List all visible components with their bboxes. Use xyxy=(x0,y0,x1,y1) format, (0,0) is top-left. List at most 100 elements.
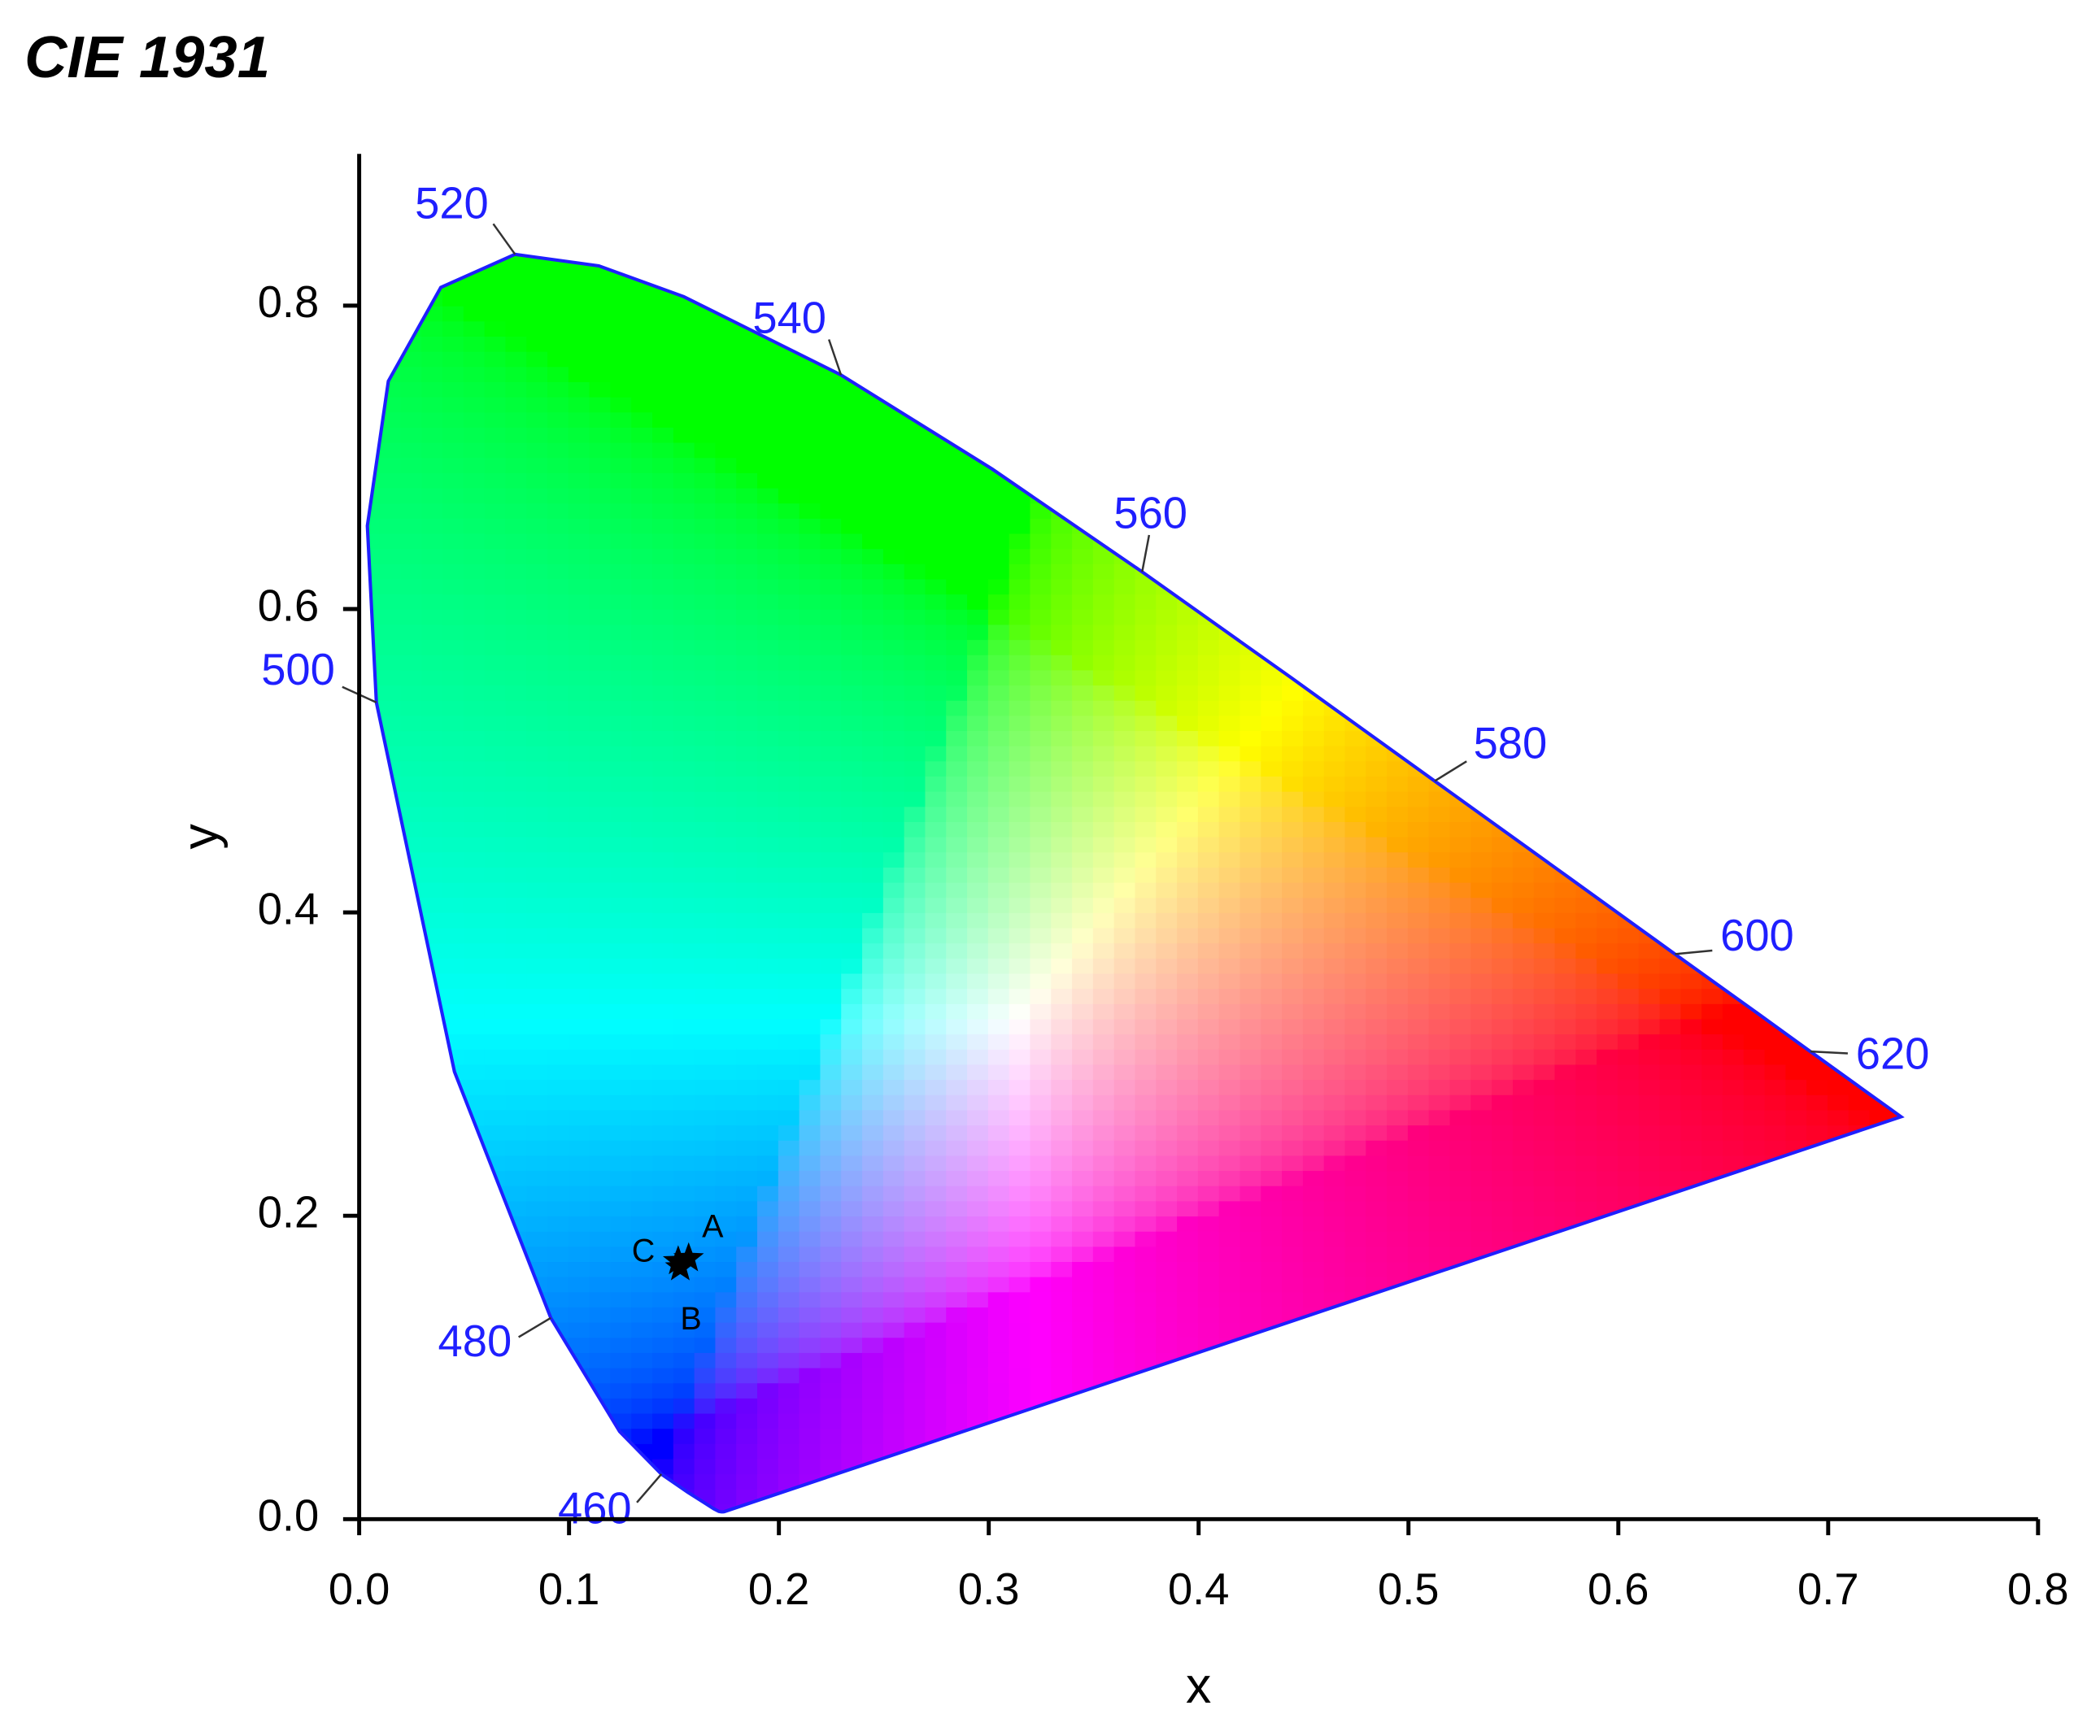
gamut-cell xyxy=(652,699,675,716)
gamut-cell xyxy=(820,1366,843,1384)
gamut-cell xyxy=(442,729,465,746)
gamut-cell xyxy=(1344,577,1367,595)
gamut-cell xyxy=(820,668,843,686)
gamut-cell xyxy=(1512,1245,1536,1263)
gamut-cell xyxy=(1197,1351,1221,1368)
gamut-cell xyxy=(1092,820,1116,838)
gamut-cell xyxy=(526,1366,549,1384)
gamut-cell xyxy=(1492,1276,1514,1293)
gamut-cell xyxy=(987,1381,1011,1399)
gamut-cell xyxy=(820,259,843,276)
gamut-cell xyxy=(1387,1457,1409,1475)
gamut-cell xyxy=(1407,1427,1431,1444)
gamut-cell xyxy=(882,1488,906,1505)
gamut-cell xyxy=(841,335,864,352)
gamut-cell xyxy=(379,486,403,504)
gamut-cell xyxy=(379,851,403,868)
gamut-cell xyxy=(820,1199,843,1217)
gamut-cell xyxy=(882,1124,906,1141)
gamut-cell xyxy=(841,820,864,838)
gamut-cell xyxy=(1449,851,1472,868)
gamut-cell xyxy=(1533,1320,1557,1338)
gamut-cell xyxy=(1135,835,1157,853)
gamut-cell xyxy=(652,851,675,868)
gamut-cell xyxy=(1009,1366,1032,1384)
gamut-cell xyxy=(1387,1094,1409,1111)
gamut-cell xyxy=(1533,896,1557,913)
gamut-cell xyxy=(820,381,843,398)
gamut-cell xyxy=(1282,254,1305,261)
gamut-cell xyxy=(1135,1473,1157,1490)
gamut-cell xyxy=(1135,1336,1157,1353)
gamut-cell xyxy=(1240,775,1262,792)
gamut-cell xyxy=(652,1427,675,1444)
gamut-cell xyxy=(1366,1366,1388,1384)
gamut-cell xyxy=(925,1320,948,1338)
gamut-cell xyxy=(1156,1306,1179,1323)
gamut-cell xyxy=(1575,1276,1598,1293)
gamut-cell xyxy=(967,805,990,822)
gamut-cell xyxy=(1177,942,1200,959)
gamut-cell xyxy=(1512,820,1536,838)
gamut-cell xyxy=(1512,1366,1536,1384)
gamut-cell xyxy=(987,1017,1011,1035)
gamut-cell xyxy=(1282,1442,1305,1460)
gamut-cell xyxy=(778,729,801,746)
gamut-cell xyxy=(967,486,990,504)
gamut-cell xyxy=(925,1412,948,1429)
gamut-cell xyxy=(736,1245,759,1263)
gamut-cell xyxy=(715,1245,738,1263)
gamut-cell xyxy=(1135,790,1157,807)
gamut-cell xyxy=(673,790,696,807)
gamut-cell xyxy=(631,289,654,307)
gamut-cell xyxy=(589,1306,612,1323)
gamut-cell xyxy=(1030,638,1052,655)
gamut-cell xyxy=(1135,668,1157,686)
gamut-cell xyxy=(505,1124,528,1141)
gamut-cell xyxy=(967,1185,990,1202)
gamut-cell xyxy=(1092,1245,1116,1263)
gamut-cell xyxy=(1261,1063,1283,1081)
gamut-cell xyxy=(526,1336,549,1353)
gamut-cell xyxy=(463,866,486,883)
gamut-cell xyxy=(1197,1063,1221,1081)
gamut-cell xyxy=(862,1366,885,1384)
gamut-cell xyxy=(925,654,948,671)
gamut-cell xyxy=(1197,1048,1221,1065)
gamut-cell xyxy=(1156,654,1179,671)
gamut-cell xyxy=(442,759,465,777)
gamut-cell xyxy=(757,532,780,550)
gamut-cell xyxy=(1261,1427,1283,1444)
gamut-cell xyxy=(1344,502,1367,519)
gamut-cell xyxy=(1177,259,1200,276)
gamut-cell xyxy=(1344,1078,1367,1095)
gamut-cell xyxy=(778,1336,801,1353)
gamut-cell xyxy=(442,289,465,307)
gamut-cell xyxy=(1261,1336,1283,1353)
gamut-cell xyxy=(987,547,1011,564)
gamut-cell xyxy=(1302,1412,1326,1429)
gamut-cell xyxy=(1407,1351,1431,1368)
gamut-cell xyxy=(1449,957,1472,974)
gamut-cell xyxy=(715,1199,738,1217)
gamut-cell xyxy=(820,790,843,807)
gamut-cell xyxy=(1470,1381,1493,1399)
gamut-cell xyxy=(1009,654,1032,671)
gamut-cell xyxy=(589,805,612,822)
gamut-cell xyxy=(925,1169,948,1186)
gamut-cell xyxy=(882,668,906,686)
gamut-cell xyxy=(882,926,906,944)
gamut-cell xyxy=(1512,577,1536,595)
gamut-cell xyxy=(1197,729,1221,746)
gamut-cell xyxy=(1344,1033,1367,1050)
gamut-cell xyxy=(1009,1094,1032,1111)
gamut-cell xyxy=(694,654,717,671)
gamut-cell xyxy=(925,790,948,807)
gamut-cell xyxy=(736,972,759,990)
gamut-cell xyxy=(904,1366,927,1384)
gamut-cell xyxy=(505,668,528,686)
gamut-cell xyxy=(1135,608,1157,625)
gamut-cell xyxy=(967,254,990,261)
gamut-cell xyxy=(421,335,444,352)
gamut-cell xyxy=(1492,699,1514,716)
